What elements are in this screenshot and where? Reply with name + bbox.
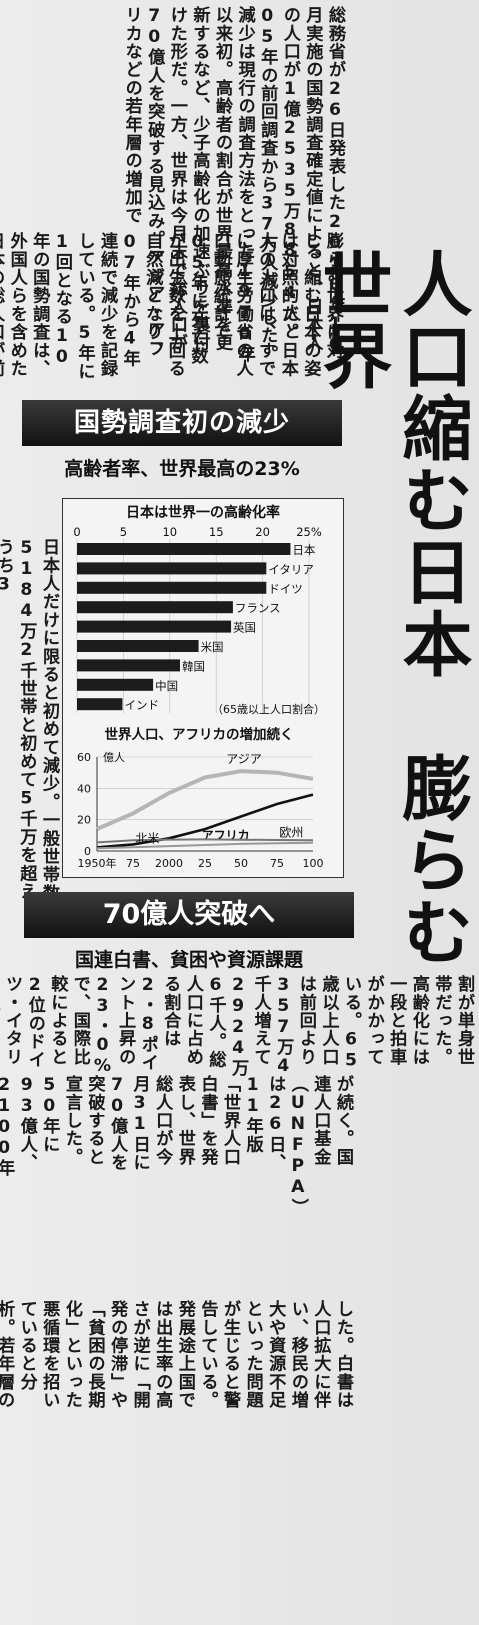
- section-subhead-census: 高齢者率、世界最高の23%: [64, 458, 300, 480]
- bar-xtick-label: 15: [209, 525, 224, 539]
- line-xtick-label: 2000: [155, 857, 183, 870]
- bar-xtick-label: 10: [162, 525, 177, 539]
- bar-xtick-label: 5: [120, 525, 127, 539]
- article-body-japan: 膨らむ世界に対し、縮む日本の姿は対照的だ。日本人の人口は、すでに厚生労働省の人口…: [0, 232, 343, 381]
- bar-category-label: 韓国: [182, 659, 205, 673]
- line-series-3: [96, 841, 314, 850]
- line-xtick-label: 1950年: [78, 856, 117, 870]
- section-banner-census: 国勢調査初の減少: [22, 400, 342, 446]
- bar-category-label: 英国: [233, 621, 256, 635]
- line-series-label: 北米: [135, 831, 159, 845]
- bar-7: [77, 678, 154, 691]
- bar-4: [77, 620, 232, 633]
- line-xtick-label: 100: [303, 857, 324, 870]
- article-body-aging: 割が単身世帯だった。高齢化には一段と拍車がかかっている。65歳以上人口は前回より…: [2, 975, 474, 1078]
- bar-xtick-label: 0: [73, 525, 80, 539]
- bar-2: [77, 581, 267, 594]
- bar-6: [77, 659, 181, 672]
- section-subhead-world: 国連白書、貧困や資源課題: [74, 949, 303, 971]
- bar-xtick-label: 25%: [296, 525, 322, 539]
- line-ytick-label: 0: [84, 845, 91, 858]
- line-series-2: [96, 838, 314, 844]
- bar-0: [77, 543, 291, 555]
- line-ytick-label: 40: [77, 782, 91, 795]
- line-xtick-label: 75: [270, 857, 284, 870]
- bar-8: [77, 698, 123, 711]
- bar-category-label: フランス: [235, 601, 281, 615]
- line-ytick-label: 60: [77, 751, 91, 764]
- bar-category-label: 中国: [155, 679, 178, 693]
- bar-category-label: 米国: [201, 640, 224, 654]
- bar-xtick-label: 20: [255, 525, 270, 539]
- article-body-households: 日本人だけに限ると初めて減少。一般世帯数は5184万2千世帯と初めて5千万を超え…: [0, 538, 59, 921]
- bar-chart-title: 日本は世界一の高齢化率: [126, 504, 280, 521]
- line-series-label: アジア: [226, 752, 262, 766]
- bar-5: [77, 640, 199, 652]
- line-series-label: 欧州: [279, 825, 303, 839]
- line-series-1: [96, 793, 314, 849]
- section-banner-world: 70億人突破へ: [24, 892, 354, 938]
- bar-category-label: ドイツ: [268, 582, 303, 596]
- bar-1: [77, 562, 267, 575]
- chart-svg: 日本は世界一の高齢化率 0 5 10 15 20 25% 日本イタリアドイツフランス英国米国韓…: [73, 504, 325, 870]
- line-ylabel: 億人: [103, 751, 125, 764]
- line-xtick-label: 75: [126, 857, 140, 870]
- bar-category-label: イタリア: [268, 562, 314, 576]
- article-body-unfpa: が続く。国連人口基金（UNFPA）は26日、11年版「世界人口白書」を発表し、世…: [0, 1075, 353, 1217]
- bar-category-label: インド: [124, 698, 159, 712]
- line-series-0: [96, 769, 314, 831]
- bar-category-label: 日本: [292, 543, 315, 557]
- line-ytick-label: 20: [77, 814, 91, 827]
- article-body-outlook: した。白書は人口拡大に伴い、移民の増大や資源不足といった問題が生じると警告してい…: [0, 1300, 353, 1410]
- article-body-intro: 総務省が26日発表した2010年10月実施の国勢調査確定値によると、日本人の人口…: [121, 6, 345, 363]
- line-xtick-label: 25: [198, 857, 212, 870]
- line-xtick-label: 50: [234, 857, 248, 870]
- main-headline: 人口縮む日本 膨らむ世界: [311, 248, 474, 968]
- line-chart-title: 世界人口、アフリカの増加続く: [105, 726, 294, 743]
- chart-panel: 日本は世界一の高齢化率 0 5 10 15 20 25% 日本イタリアドイツフランス英国 米国韓…: [62, 498, 344, 878]
- bar-3: [77, 601, 233, 614]
- bar-chart-note: （65歳以上人口割合）: [212, 702, 325, 716]
